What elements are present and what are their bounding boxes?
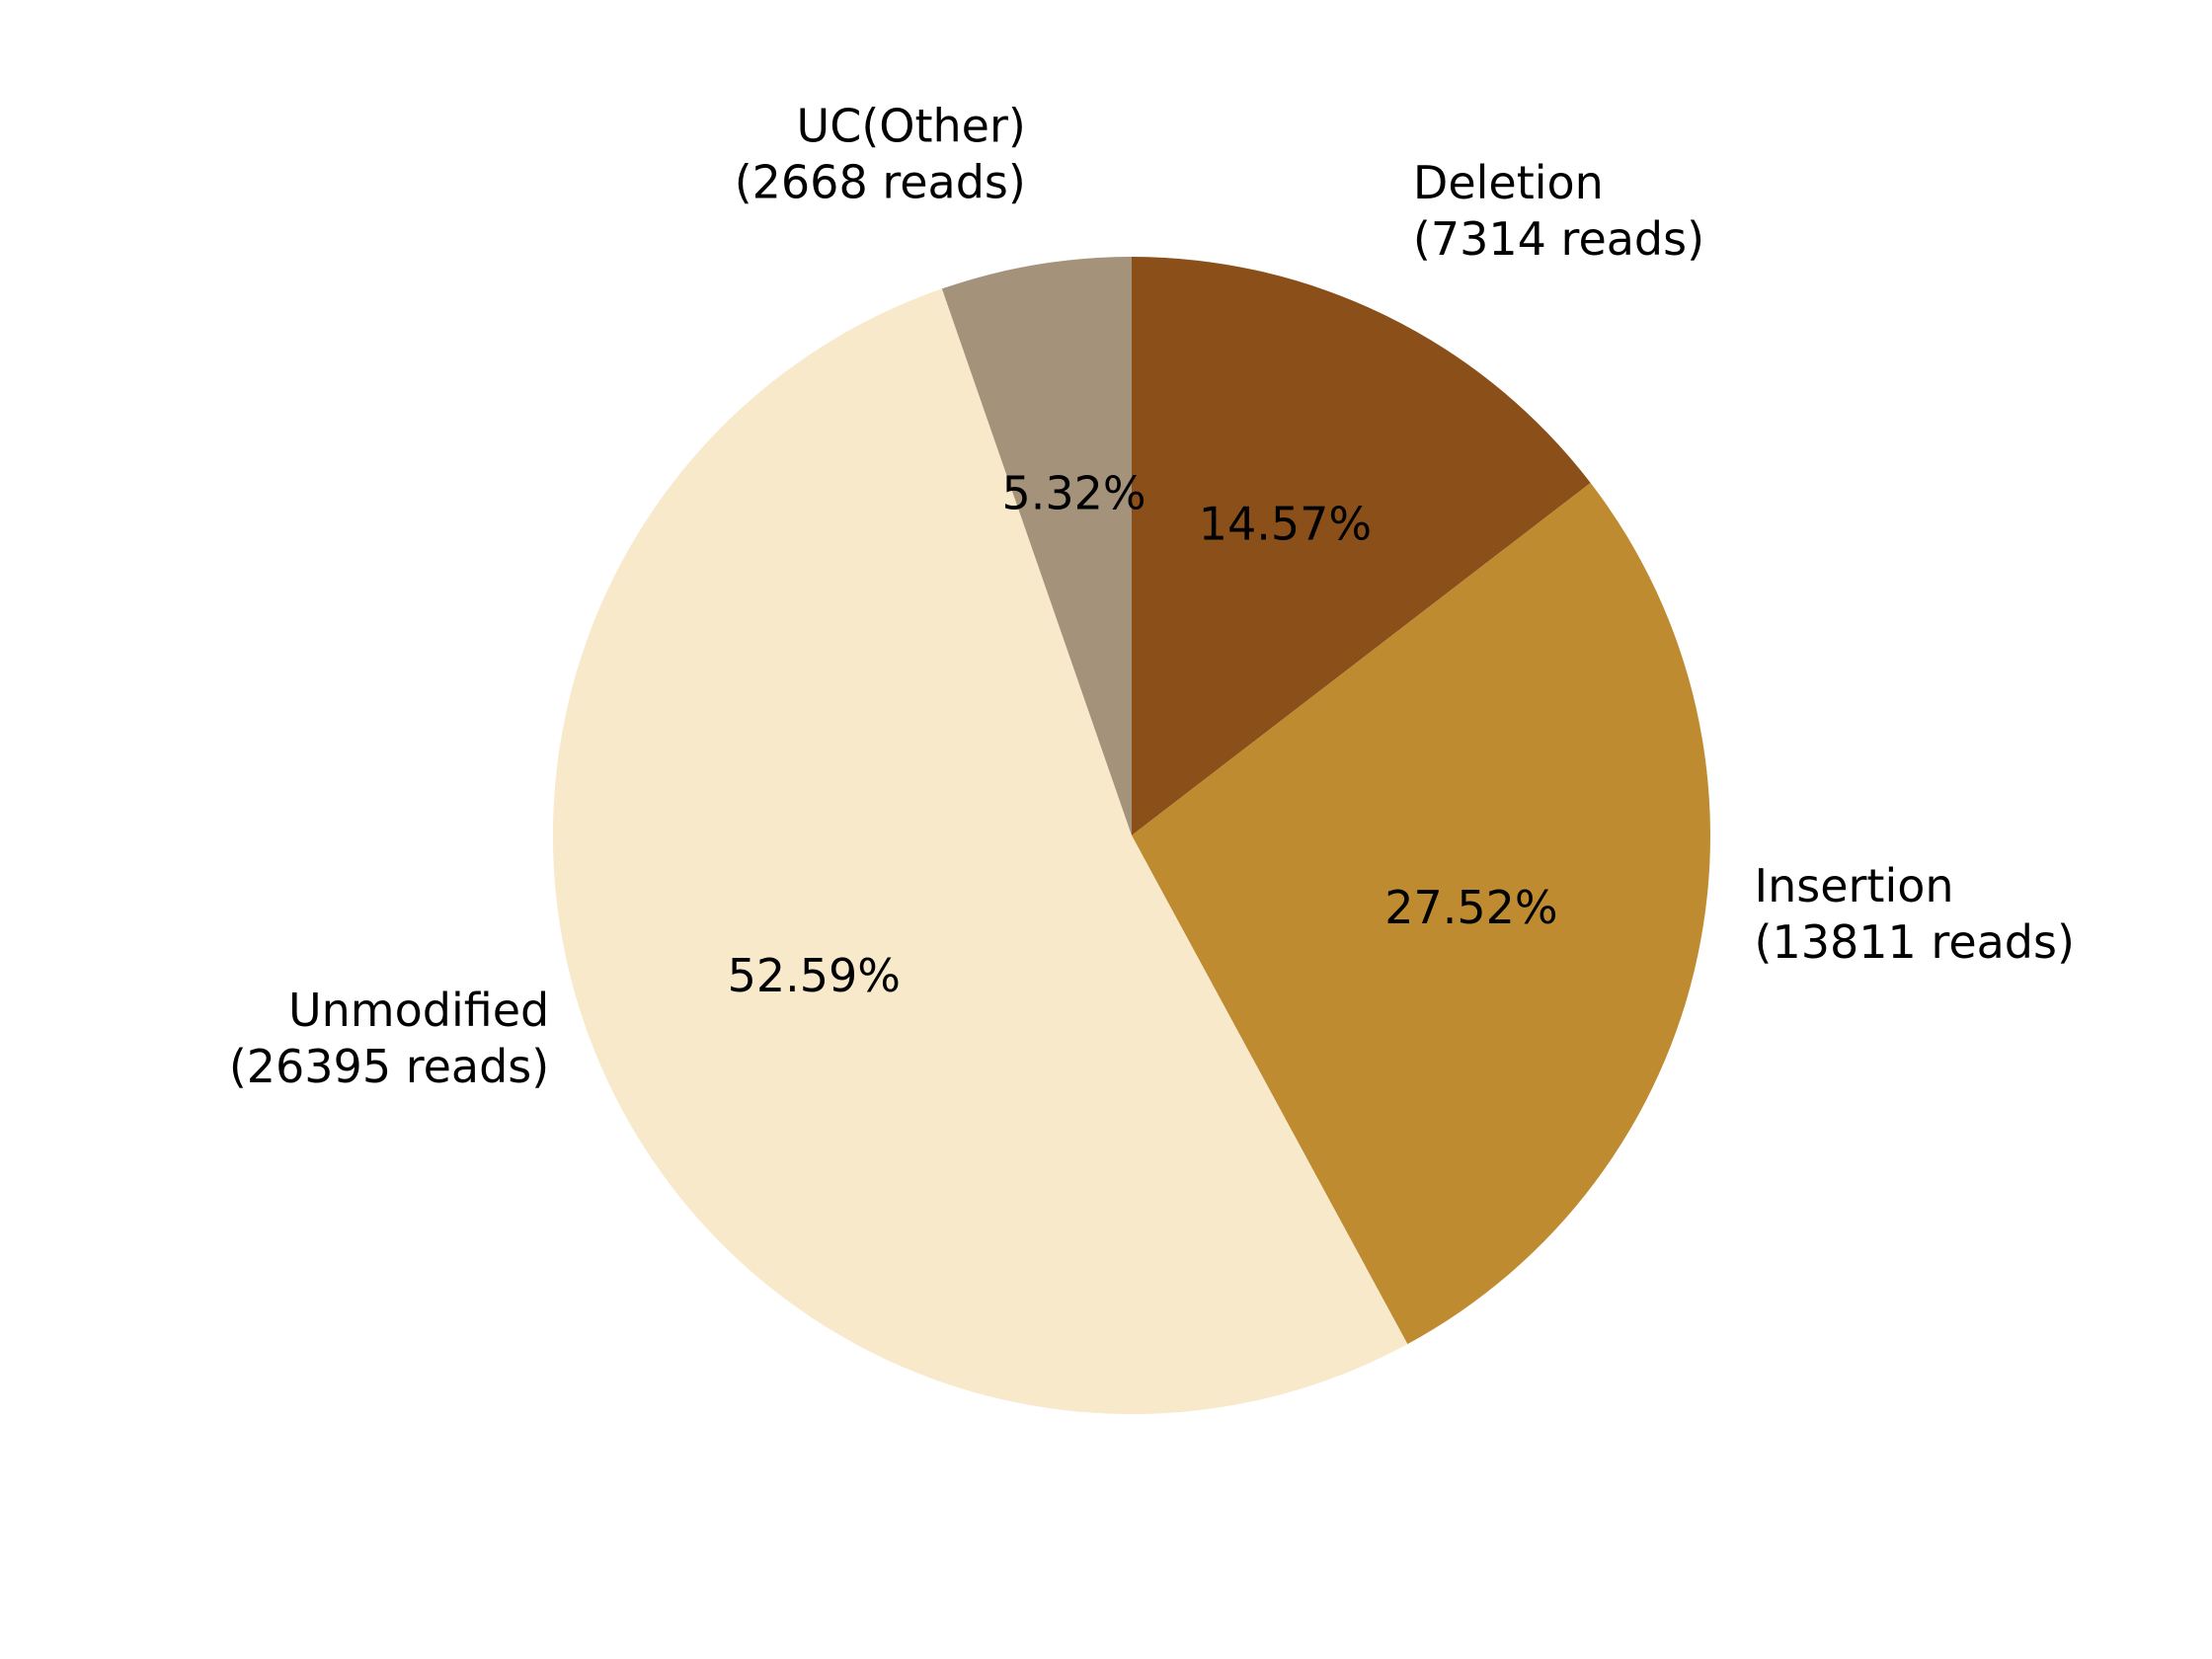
slice-reads-insertion: (13811 reads) bbox=[1755, 915, 2075, 969]
slice-name-insertion: Insertion bbox=[1755, 859, 1954, 912]
slice-reads-unmodified: (26395 reads) bbox=[229, 1040, 549, 1093]
percent-labels-layer: 14.57% 27.52% 52.59% 5.32% bbox=[728, 466, 1558, 1002]
outer-label-unmodified: Unmodified(26395 reads) bbox=[229, 984, 549, 1093]
slice-name-uc-other: UC(Other) bbox=[797, 99, 1026, 152]
percent-label-deletion: 14.57% bbox=[1199, 498, 1372, 551]
percent-label-uc-other: 5.32% bbox=[1001, 466, 1146, 519]
pie-slice-deletion bbox=[1132, 257, 1591, 835]
pie-slice-uc-other bbox=[941, 257, 1132, 835]
pie-slice-insertion bbox=[1132, 482, 1710, 1345]
slices-layer bbox=[552, 257, 1710, 1415]
percent-label-insertion: 27.52% bbox=[1384, 881, 1557, 934]
slice-name-unmodified: Unmodified bbox=[288, 984, 549, 1037]
outer-label-uc-other: UC(Other)(2668 reads) bbox=[735, 99, 1026, 208]
slice-name-deletion: Deletion bbox=[1413, 156, 1604, 209]
percent-label-unmodified: 52.59% bbox=[728, 949, 901, 1002]
outer-labels-layer: Deletion(7314 reads) Insertion(13811 read… bbox=[229, 99, 2075, 1093]
slice-reads-deletion: (7314 reads) bbox=[1413, 212, 1704, 266]
pie-slice-unmodified bbox=[552, 288, 1408, 1415]
slice-reads-uc-other: (2668 reads) bbox=[735, 155, 1026, 208]
outer-label-deletion: Deletion(7314 reads) bbox=[1413, 156, 1704, 266]
outer-label-insertion: Insertion(13811 reads) bbox=[1755, 859, 2075, 969]
